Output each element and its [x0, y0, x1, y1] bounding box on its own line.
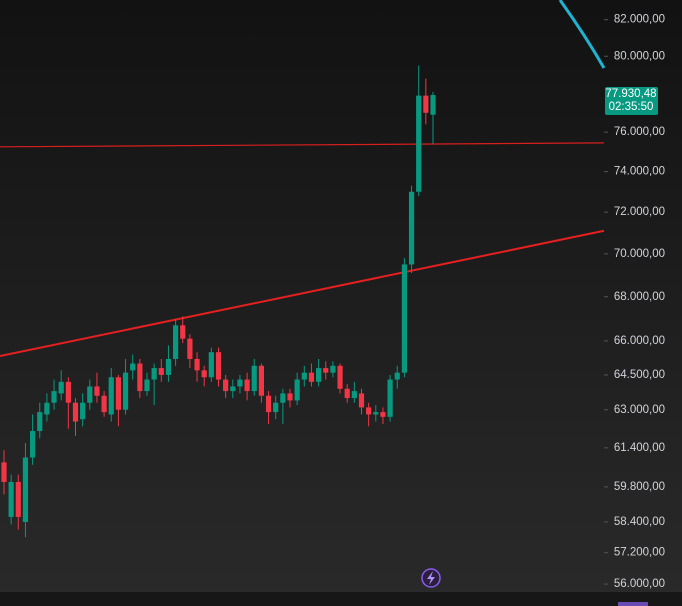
countdown: 02:35:50 [609, 101, 654, 113]
y-tick-label: 68.000,00 [614, 291, 665, 303]
candle-body [65, 381, 71, 403]
y-tick-label: 74.000,00 [614, 166, 665, 178]
candle-body [401, 264, 407, 373]
y-tick-label: 61.400,00 [614, 442, 665, 454]
candle-body [15, 481, 21, 517]
y-tick-label: 63.000,00 [614, 404, 665, 416]
candle-body [144, 379, 150, 392]
candle-body [265, 395, 272, 413]
plot [0, 65, 605, 538]
candle-body [251, 365, 257, 392]
candle-body [423, 95, 429, 113]
candle-body [330, 365, 336, 373]
bottom-tab [618, 602, 648, 606]
candle-body [101, 395, 107, 413]
y-tick-label: 58.400,00 [614, 516, 665, 528]
candle-body [22, 457, 29, 522]
candle-body [158, 368, 164, 375]
candle-body [280, 393, 286, 403]
candle-body [244, 379, 250, 392]
y-tick-label: 57.200,00 [614, 547, 665, 559]
candle-body [122, 372, 129, 410]
candle-body [151, 368, 157, 380]
y-tick-label: 76.000,00 [614, 126, 665, 138]
y-tick-label: 66.000,00 [614, 335, 665, 347]
candle-body [387, 379, 393, 417]
candle-body [208, 352, 214, 378]
candle-body [130, 363, 136, 371]
candle-body [237, 379, 243, 387]
candle-body [173, 325, 179, 359]
candle-body [165, 358, 172, 375]
candle-body [58, 381, 64, 394]
candle-body [87, 386, 93, 403]
bottom-bar [0, 592, 682, 606]
candle-body [366, 407, 372, 415]
candle-body [323, 368, 329, 373]
trend-line [0, 142, 605, 148]
y-tick-label: 70.000,00 [614, 248, 665, 260]
candle-body [351, 391, 357, 399]
y-tick-label: 72.000,00 [614, 206, 665, 218]
candle-body [373, 412, 379, 415]
lightning-icon [427, 571, 435, 585]
candle-body [380, 412, 386, 417]
candle-body [344, 388, 350, 399]
candle-body [416, 95, 422, 192]
candle-body [394, 372, 400, 380]
candle-body [137, 363, 143, 392]
candle-body [194, 358, 200, 371]
candle-body [37, 412, 43, 432]
candle-body [294, 379, 300, 401]
candle-body [94, 386, 100, 396]
candle-body [1, 462, 7, 482]
candle-body [108, 377, 114, 415]
candle-body [187, 338, 193, 359]
candle-body [358, 393, 365, 408]
candle-body [44, 402, 50, 415]
last-price: 77.930,48 [605, 88, 656, 100]
candle-body [273, 402, 279, 413]
candle-body [80, 402, 86, 420]
candle-body [30, 431, 36, 458]
candle-body [408, 191, 415, 265]
y-tick-label: 64.500,00 [614, 369, 665, 381]
candle-body [258, 365, 264, 396]
candle-body [230, 386, 236, 392]
candle-body [287, 393, 293, 401]
candle-body [430, 95, 436, 115]
y-tick-label: 80.000,00 [614, 50, 665, 62]
candle-body [72, 402, 79, 422]
y-tick-label: 59.800,00 [614, 481, 665, 493]
candle-body [115, 377, 121, 410]
candle-body [301, 372, 307, 380]
y-tick-label: 82.000,00 [614, 14, 665, 26]
y-tick-label: 56.000,00 [614, 578, 665, 590]
candle-body [201, 370, 207, 378]
candle-body [180, 325, 186, 339]
indicator-curve [558, 0, 606, 69]
candle-body [316, 368, 322, 382]
candle-body [215, 352, 222, 380]
trend-line [0, 229, 605, 357]
candle-body [308, 372, 315, 382]
price-tag [605, 87, 658, 116]
candle-body [8, 481, 14, 517]
candle-body [223, 379, 229, 392]
candle-body [51, 391, 57, 403]
candle-body [337, 365, 343, 389]
